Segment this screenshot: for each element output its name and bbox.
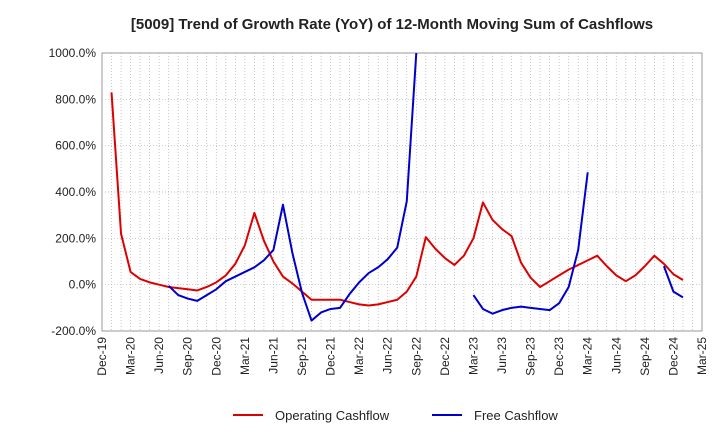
x-tick-label: Dec-23 bbox=[552, 337, 566, 376]
x-tick-label: Jun-22 bbox=[381, 337, 395, 374]
x-tick-label: Mar-24 bbox=[581, 337, 595, 375]
x-tick-label: Dec-20 bbox=[209, 337, 223, 376]
x-tick-label: Dec-21 bbox=[324, 337, 338, 376]
x-tick-label: Sep-22 bbox=[409, 337, 423, 376]
y-tick-label: 400.0% bbox=[55, 185, 96, 199]
series-line-free-cashflow bbox=[167, 53, 684, 322]
x-tick-label: Jun-20 bbox=[152, 337, 166, 374]
y-tick-label: 800.0% bbox=[55, 92, 96, 106]
legend-label: Free Cashflow bbox=[474, 408, 558, 423]
y-tick-label: 1000.0% bbox=[49, 46, 97, 60]
x-tick-label: Jun-21 bbox=[266, 337, 280, 374]
x-tick-label: Mar-21 bbox=[238, 337, 252, 375]
legend: Operating Cashflow Free Cashflow bbox=[233, 408, 558, 423]
x-axis-ticks: Dec-19 Mar-20 Jun-20 Sep-20 Dec-20 Mar-21 Jun-… bbox=[95, 337, 709, 376]
x-tick-label: Mar-20 bbox=[124, 337, 138, 375]
chart-title: [5009] Trend of Growth Rate (YoY) of 12-… bbox=[131, 16, 653, 33]
x-tick-label: Dec-22 bbox=[438, 337, 452, 376]
grid-lines bbox=[102, 53, 702, 331]
y-axis-ticks: -200.0% 0.0% 200.0% 400.0% 600.0% 800.0% 1000.… bbox=[49, 46, 97, 338]
x-tick-label: Jun-24 bbox=[609, 337, 623, 374]
x-tick-label: Sep-20 bbox=[181, 337, 195, 376]
y-tick-label: 0.0% bbox=[69, 278, 97, 292]
x-tick-label: Mar-23 bbox=[466, 337, 480, 375]
x-tick-label: Sep-24 bbox=[638, 337, 652, 376]
x-tick-label: Mar-22 bbox=[352, 337, 366, 375]
x-tick-label: Sep-21 bbox=[295, 337, 309, 376]
y-tick-label: 200.0% bbox=[55, 231, 96, 245]
x-tick-label: Mar-25 bbox=[695, 337, 709, 375]
y-tick-label: -200.0% bbox=[51, 324, 96, 338]
legend-label: Operating Cashflow bbox=[275, 408, 390, 423]
series-lines bbox=[110, 53, 684, 322]
x-tick-label: Dec-24 bbox=[666, 337, 680, 376]
series-line-operating-cashflow bbox=[110, 92, 684, 307]
x-tick-label: Jun-23 bbox=[495, 337, 509, 374]
x-tick-label: Dec-19 bbox=[95, 337, 109, 376]
x-tick-label: Sep-23 bbox=[524, 337, 538, 376]
y-tick-label: 600.0% bbox=[55, 139, 96, 153]
